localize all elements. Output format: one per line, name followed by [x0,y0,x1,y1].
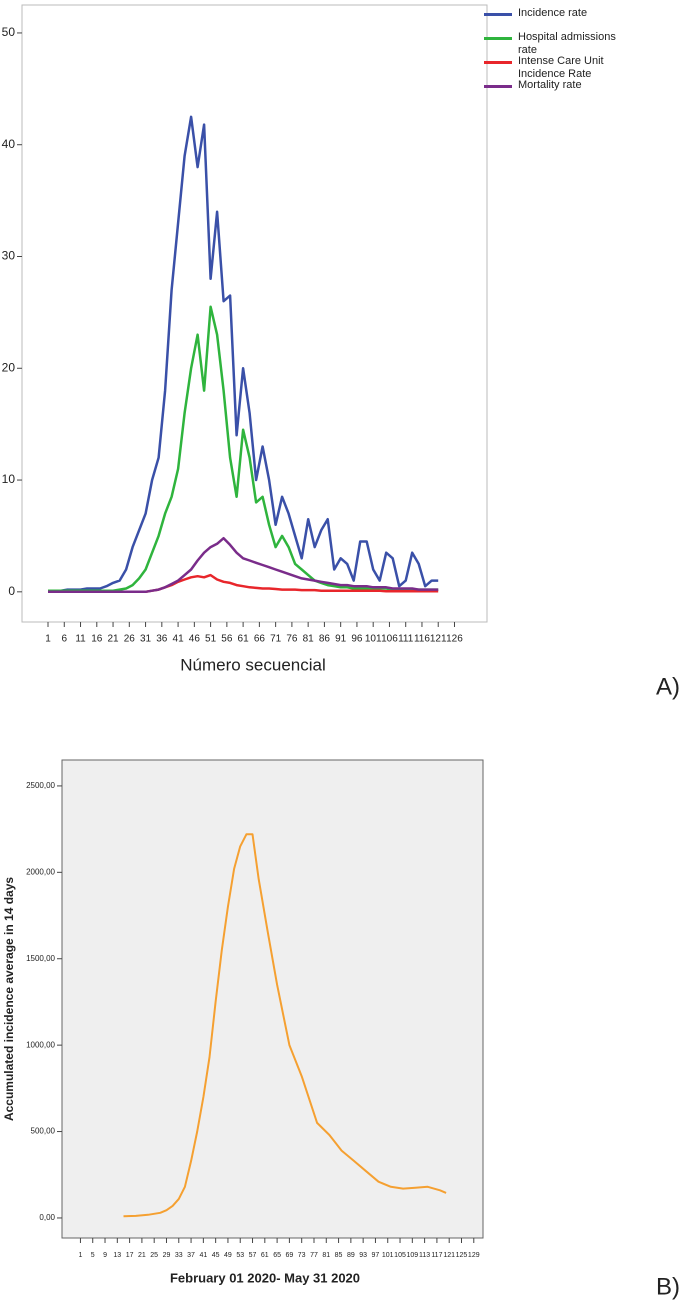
y-tick-label: 30 [2,249,16,263]
y-tick-label: 0 [8,584,15,598]
x-tick-label: 91 [335,634,347,645]
y-tick-label: 500,00 [31,1127,56,1136]
legend-swatch [484,85,512,88]
x-tick-label: 93 [359,1252,367,1259]
plot-area [21,4,488,623]
legend-label: Incidence rate [518,7,588,19]
x-tick-label: 17 [126,1252,134,1259]
x-axis-label: Número secuencial [180,655,326,674]
x-tick-label: 16 [91,634,103,645]
x-tick-label: 21 [138,1252,146,1259]
legend-item: Hospital admissions rate [484,31,636,57]
data-line [48,115,439,592]
x-tick-label: 76 [286,634,298,645]
x-axis-label: February 01 2020- May 31 2020 [170,1270,360,1285]
x-tick-label: 57 [249,1252,257,1259]
x-tick-label: 121 [430,634,447,645]
x-tick-label: 31 [140,634,152,645]
legend-swatch [484,37,512,40]
y-tick-label: 10 [2,472,16,486]
x-tick-label: 86 [319,634,331,645]
x-tick-label: 51 [205,634,217,645]
x-tick-label: 101 [365,634,382,645]
x-tick-label: 129 [468,1252,480,1259]
x-tick-label: 85 [335,1252,343,1259]
x-tick-label: 1 [45,634,51,645]
x-tick-label: 97 [372,1252,380,1259]
data-line [48,536,439,594]
plot-area [61,759,484,1239]
x-tick-label: 45 [212,1252,220,1259]
x-tick-label: 111 [398,634,414,645]
x-tick-label: 49 [224,1252,232,1259]
x-tick-label: 26 [124,634,136,645]
x-tick-label: 13 [113,1252,121,1259]
x-tick-label: 89 [347,1252,355,1259]
y-tick-label: 2500,00 [26,781,55,790]
x-tick-label: 77 [310,1252,318,1259]
x-tick-label: 109 [406,1252,418,1259]
x-tick-label: 101 [382,1252,394,1259]
legend-swatch [484,61,512,64]
x-tick-label: 37 [187,1252,195,1259]
y-tick-label: 20 [2,360,16,374]
x-tick-label: 53 [236,1252,244,1259]
x-tick-label: 46 [189,634,201,645]
y-tick-label: 40 [2,137,16,151]
x-tick-label: 61 [261,1252,269,1259]
x-tick-label: 105 [394,1252,406,1259]
legend-item: Intense Care Unit Incidence Rate [484,55,636,81]
x-tick-label: 66 [254,634,266,645]
x-tick-label: 61 [238,634,250,645]
legend-label: Hospital admissions rate [518,31,616,56]
x-tick-label: 36 [156,634,168,645]
x-tick-label: 73 [298,1252,306,1259]
panel-label: B) [656,1273,680,1300]
x-tick-label: 41 [199,1252,207,1259]
y-tick-label: 1500,00 [26,954,55,963]
y-tick-label: 2000,00 [26,867,55,876]
x-tick-label: 81 [303,634,315,645]
x-tick-label: 21 [107,634,119,645]
legend-item: Mortality rate [484,79,636,92]
x-tick-label: 96 [351,634,363,645]
x-tick-label: 81 [322,1252,330,1259]
x-tick-label: 11 [75,634,86,645]
x-tick-label: 33 [175,1252,183,1259]
x-tick-label: 1 [78,1252,82,1259]
x-tick-label: 125 [456,1252,468,1259]
x-tick-label: 106 [381,634,398,645]
x-tick-label: 121 [443,1252,455,1259]
legend-label: Intense Care Unit Incidence Rate [518,55,604,80]
x-tick-label: 117 [431,1252,442,1259]
x-tick-label: 69 [286,1252,294,1259]
x-tick-label: 5 [91,1252,95,1259]
x-tick-label: 65 [273,1252,281,1259]
x-tick-label: 113 [419,1252,430,1259]
y-tick-label: 50 [2,25,16,39]
x-tick-label: 6 [61,634,67,645]
x-tick-label: 29 [163,1252,171,1259]
legend-item: Incidence rate [484,7,636,20]
x-tick-label: 25 [150,1252,158,1259]
panel-label: A) [656,673,680,700]
x-tick-label: 56 [221,634,233,645]
legend-label: Mortality rate [518,79,582,91]
x-tick-label: 71 [270,634,282,645]
x-tick-label: 41 [173,634,185,645]
data-line [123,833,447,1218]
y-axis-label: Accumulated incidence average in 14 days [2,877,16,1121]
legend-swatch [484,13,512,16]
x-tick-label: 126 [446,634,463,645]
y-tick-label: 1000,00 [26,1040,55,1049]
x-tick-label: 116 [414,634,430,645]
x-tick-label: 9 [103,1252,107,1259]
y-tick-label: 0,00 [39,1213,55,1222]
